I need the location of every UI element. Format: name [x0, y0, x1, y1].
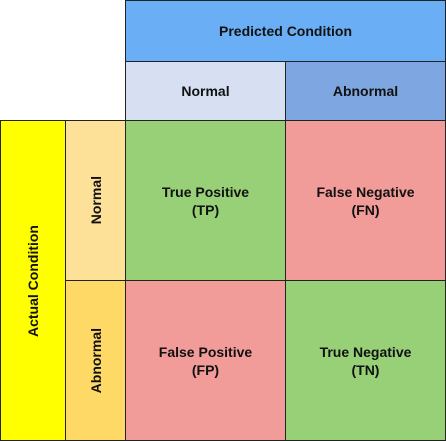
false-negative-abbr: (FN): [351, 201, 380, 218]
false-positive-abbr: (FP): [191, 361, 220, 378]
false-negative-cell: False Negative (FN): [285, 120, 446, 281]
false-positive-cell: False Positive (FP): [125, 280, 286, 441]
false-negative-label: False Negative: [316, 183, 415, 200]
predicted-abnormal-label: Abnormal: [332, 83, 399, 99]
predicted-condition-header: Predicted Condition: [125, 0, 446, 62]
predicted-normal-header: Normal: [125, 61, 286, 121]
true-positive-cell: True Positive (TP): [125, 120, 286, 281]
actual-condition-label: Actual Condition: [25, 224, 41, 337]
actual-normal-label: Normal: [87, 176, 104, 225]
predicted-abnormal-header: Abnormal: [285, 61, 446, 121]
actual-abnormal-header: Abnormal: [65, 280, 126, 441]
actual-normal-header: Normal: [65, 120, 126, 281]
actual-condition-header: Actual Condition: [0, 120, 66, 441]
true-positive-label: True Positive: [161, 183, 250, 200]
predicted-normal-label: Normal: [181, 83, 230, 99]
true-negative-abbr: (TN): [351, 361, 380, 378]
actual-abnormal-label: Abnormal: [87, 327, 104, 394]
true-negative-cell: True Negative (TN): [285, 280, 446, 441]
false-positive-label: False Positive: [158, 343, 253, 360]
predicted-condition-label: Predicted Condition: [219, 23, 352, 39]
true-negative-label: True Negative: [319, 343, 412, 360]
true-positive-abbr: (TP): [191, 201, 220, 218]
